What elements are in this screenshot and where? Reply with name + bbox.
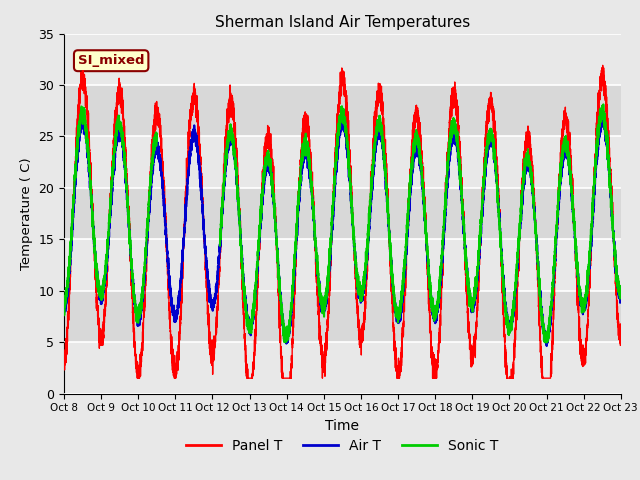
Air T [60,307,68,312]
Sonic T [109,171,116,177]
X-axis label: Time: Time [325,419,360,433]
Line: Air T: Air T [64,116,621,346]
Panel T [324,316,332,322]
Sonic T [153,137,161,143]
Panel T [617,329,625,335]
Sonic T [134,320,142,326]
Bar [64,136,621,188]
Panel T [134,375,141,381]
Panel T [60,348,68,353]
Air T [339,113,347,119]
Air T [250,313,257,319]
Panel T [594,118,602,124]
Sonic T [100,280,108,286]
Air T [483,156,491,161]
Air T [467,300,475,305]
Bar [64,342,621,394]
Bar [64,34,621,85]
Legend: Panel T, Air T, Sonic T: Panel T, Air T, Sonic T [181,433,504,459]
Bar [64,291,621,342]
Air T [543,343,550,349]
Panel T [467,345,475,351]
Panel T [599,62,607,68]
Sonic T [60,304,68,310]
Air T [587,245,595,251]
Title: Sherman Island Air Temperatures: Sherman Island Air Temperatures [215,15,470,30]
Sonic T [92,250,99,256]
Panel T [587,263,595,269]
Bar [64,85,621,136]
Panel T [250,363,257,369]
Panel T [483,125,491,131]
Sonic T [77,104,85,109]
Line: Sonic T: Sonic T [64,107,157,323]
Air T [324,284,332,289]
Bar [64,240,621,291]
Text: SI_mixed: SI_mixed [78,54,145,67]
Sonic T [72,155,80,161]
Sonic T [76,122,83,128]
Y-axis label: Temperature ( C): Temperature ( C) [20,157,33,270]
Sonic T [111,146,118,152]
Air T [594,154,602,159]
Air T [617,292,625,298]
Bar [64,188,621,240]
Line: Panel T: Panel T [64,65,621,378]
